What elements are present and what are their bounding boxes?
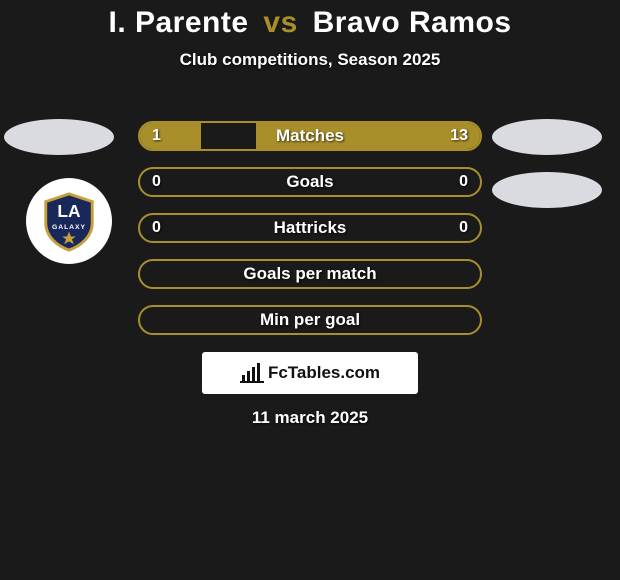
subtitle: Club competitions, Season 2025 <box>0 50 620 70</box>
svg-text:LA: LA <box>57 201 81 221</box>
svg-text:GALAXY: GALAXY <box>52 224 86 231</box>
stat-row-goals: 00Goals <box>138 167 482 197</box>
vs-text: vs <box>263 6 297 39</box>
stat-label: Goals per match <box>140 261 480 287</box>
stat-bars: 113Matches 00Goals 00Hattricks Goals per ma… <box>138 121 482 351</box>
stat-label: Goals <box>140 169 480 195</box>
comparison-title: I. Parente vs Bravo Ramos <box>0 6 620 40</box>
stat-label: Matches <box>140 123 480 149</box>
stat-row-matches: 113Matches <box>138 121 482 151</box>
date-text: 11 march 2025 <box>0 408 620 428</box>
stat-row-goals-per-match: Goals per match <box>138 259 482 289</box>
player2-avatar-placeholder <box>492 119 602 155</box>
player1-name: I. Parente <box>108 6 248 39</box>
watermark-text: FcTables.com <box>268 363 380 383</box>
stat-row-hattricks: 00Hattricks <box>138 213 482 243</box>
la-galaxy-crest-icon: LA GALAXY <box>38 190 100 252</box>
stat-label: Min per goal <box>140 307 480 333</box>
watermark: FcTables.com <box>202 352 418 394</box>
stat-label: Hattricks <box>140 215 480 241</box>
player2-team-placeholder <box>492 172 602 208</box>
stat-row-min-per-goal: Min per goal <box>138 305 482 335</box>
player1-avatar-placeholder <box>4 119 114 155</box>
player2-name: Bravo Ramos <box>313 6 512 39</box>
bar-chart-icon <box>240 363 264 383</box>
player1-team-badge: LA GALAXY <box>26 178 112 264</box>
